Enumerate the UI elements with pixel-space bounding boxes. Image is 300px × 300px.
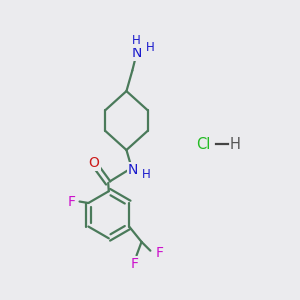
Text: N: N (132, 46, 142, 60)
Text: Cl: Cl (196, 136, 210, 152)
Text: H: H (142, 168, 151, 181)
Text: F: F (155, 246, 163, 260)
Text: H: H (230, 136, 241, 152)
Text: H: H (132, 34, 140, 47)
Text: H: H (146, 41, 154, 54)
Text: O: O (88, 156, 100, 170)
Text: F: F (68, 194, 76, 208)
Text: N: N (128, 163, 138, 177)
Text: F: F (131, 257, 139, 271)
